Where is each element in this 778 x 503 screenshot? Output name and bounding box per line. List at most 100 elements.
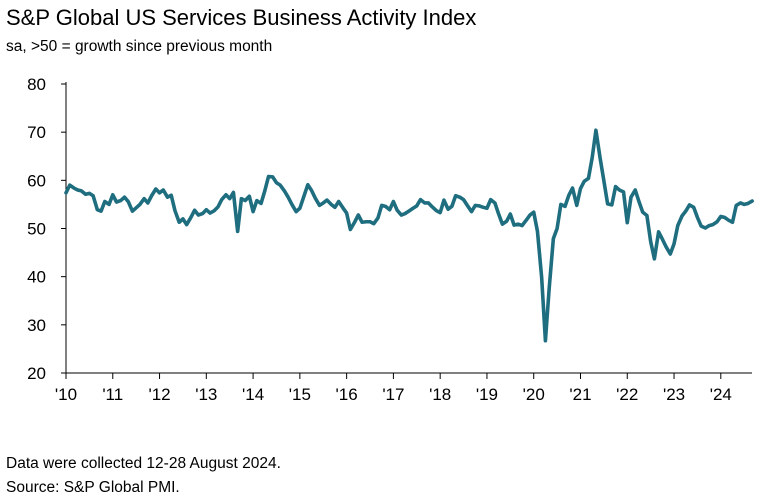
y-tick-label: 80 xyxy=(27,75,46,94)
data-point xyxy=(470,211,473,213)
chart-title: S&P Global US Services Business Activity… xyxy=(6,5,477,30)
data-point xyxy=(260,202,262,205)
data-point xyxy=(330,203,332,206)
data-point xyxy=(92,195,94,197)
x-tick-label: '22 xyxy=(616,385,638,404)
data-point xyxy=(88,192,90,194)
data-point xyxy=(439,212,441,214)
data-point xyxy=(147,202,149,204)
data-point xyxy=(544,340,547,342)
data-point xyxy=(716,221,718,223)
data-point xyxy=(607,203,609,205)
data-point xyxy=(338,200,340,203)
data-point xyxy=(295,211,297,213)
data-point xyxy=(669,253,671,255)
data-point xyxy=(521,225,523,227)
data-point xyxy=(677,225,679,227)
data-point xyxy=(244,199,246,202)
data-point xyxy=(556,227,558,230)
data-point xyxy=(747,202,749,205)
data-point xyxy=(201,212,204,215)
data-point xyxy=(279,184,281,186)
data-point xyxy=(182,218,184,220)
data-point xyxy=(498,213,500,215)
data-point xyxy=(205,209,207,211)
data-point xyxy=(634,189,636,191)
x-tick-label: '17 xyxy=(382,385,404,404)
data-point xyxy=(381,204,383,206)
data-point xyxy=(377,217,379,219)
data-point xyxy=(723,216,726,219)
data-point xyxy=(739,202,742,204)
data-point xyxy=(287,196,289,198)
data-point xyxy=(80,190,83,192)
data-point xyxy=(318,204,321,206)
data-point xyxy=(194,209,196,211)
data-point xyxy=(525,220,527,222)
data-point xyxy=(85,193,87,195)
data-point xyxy=(424,202,426,204)
data-point xyxy=(501,223,503,225)
data-point xyxy=(443,199,445,201)
data-point xyxy=(494,202,496,204)
data-point xyxy=(272,176,274,178)
x-tick-label: '20 xyxy=(523,385,545,404)
data-point xyxy=(77,189,79,191)
data-point xyxy=(232,191,235,193)
data-point xyxy=(614,185,617,188)
data-point xyxy=(688,204,691,206)
data-point xyxy=(704,227,706,229)
data-point xyxy=(571,187,574,189)
data-point xyxy=(509,213,511,215)
data-point xyxy=(681,215,683,217)
data-point xyxy=(700,225,702,227)
data-point xyxy=(400,214,402,216)
y-tick-label: 70 xyxy=(27,123,46,142)
data-point xyxy=(708,225,710,227)
data-point xyxy=(513,224,515,226)
data-point xyxy=(435,210,438,212)
data-point xyxy=(170,194,172,196)
data-point xyxy=(650,240,652,243)
data-point xyxy=(412,207,414,209)
data-point xyxy=(384,205,387,207)
data-point xyxy=(303,196,305,198)
data-point xyxy=(665,246,667,248)
data-point xyxy=(552,238,554,240)
data-point xyxy=(248,195,250,197)
data-point xyxy=(416,205,418,207)
data-point xyxy=(108,203,110,206)
data-point xyxy=(478,205,480,207)
data-point xyxy=(560,203,562,206)
x-tick-label: '15 xyxy=(289,385,311,404)
data-point xyxy=(735,204,737,206)
data-point xyxy=(427,202,430,204)
data-point xyxy=(283,190,286,192)
data-point xyxy=(751,200,753,202)
data-point xyxy=(158,192,161,194)
data-point xyxy=(693,206,695,208)
data-point xyxy=(638,200,640,203)
data-point xyxy=(197,214,199,216)
data-point xyxy=(611,204,613,206)
data-point xyxy=(462,199,465,201)
data-point xyxy=(221,199,223,201)
data-point xyxy=(291,203,293,206)
data-point xyxy=(361,221,363,223)
data-point xyxy=(213,210,215,212)
data-point xyxy=(353,221,356,223)
data-point xyxy=(100,210,102,212)
data-point xyxy=(237,230,239,232)
data-point xyxy=(653,258,655,260)
data-point xyxy=(673,243,675,245)
data-point xyxy=(346,212,348,214)
data-point xyxy=(591,157,593,159)
data-point xyxy=(178,221,180,223)
data-point xyxy=(490,199,492,201)
y-tick-label: 40 xyxy=(27,268,46,287)
data-point xyxy=(217,206,219,208)
data-point xyxy=(599,157,601,159)
data-point xyxy=(127,200,129,203)
data-point xyxy=(373,223,375,225)
